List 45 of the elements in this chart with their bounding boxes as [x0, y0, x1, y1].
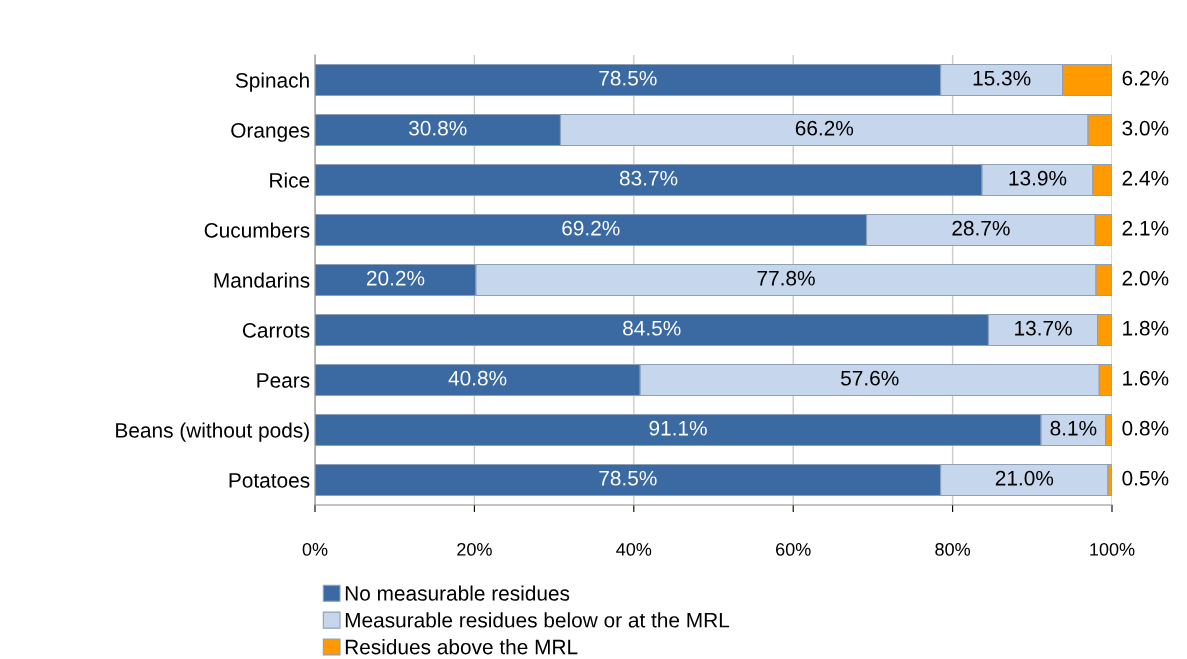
data-label: 8.1% [1050, 420, 1097, 436]
data-label: 2.0% [1122, 270, 1169, 286]
data-label: 66.2% [795, 120, 854, 136]
y-tick-label: Carrots [242, 323, 310, 338]
x-tick-label: 80% [935, 542, 971, 556]
legend-label: Measurable residues below or at the MRL [345, 612, 730, 628]
data-label: 15.3% [973, 70, 1031, 86]
data-label: 3.0% [1122, 120, 1169, 136]
data-label: 69.2% [562, 220, 620, 236]
data-label: 91.1% [649, 420, 707, 436]
y-tick-label: Cucumbers [204, 222, 310, 238]
y-tick-label: Potatoes [229, 473, 310, 488]
data-label: 78.5% [599, 70, 657, 86]
y-tick-label: Beans (without pods) [116, 422, 309, 442]
x-tick-label: 20% [457, 542, 492, 556]
y-tick-label: Oranges [231, 123, 310, 142]
data-label: 78.5% [599, 470, 657, 486]
x-tick-label: 0% [302, 542, 328, 556]
legend-label: No measurable residues [345, 585, 570, 601]
data-label: 20.2% [367, 270, 425, 286]
y-tick-label: Pears [257, 373, 310, 388]
data-label: 28.7% [952, 220, 1010, 236]
data-label: 13.7% [1015, 320, 1072, 336]
x-tick-label: 40% [616, 542, 652, 556]
data-label: 2.4% [1122, 170, 1169, 186]
data-label: 77.8% [757, 270, 815, 286]
data-label: 1.8% [1123, 320, 1169, 336]
data-label: 2.1% [1122, 220, 1169, 236]
y-tick-label: Mandarins [214, 272, 310, 288]
y-tick-label: Rice [270, 172, 310, 188]
data-label: 0.5% [1122, 470, 1169, 486]
data-label: 21.0% [995, 470, 1054, 486]
data-label: 30.8% [409, 120, 467, 136]
x-tick-label: 100% [1090, 542, 1135, 556]
data-label: 13.9% [1009, 170, 1067, 186]
data-label: 1.6% [1123, 370, 1169, 386]
y-tick-label: Spinach [235, 72, 309, 92]
data-label: 6.2% [1122, 70, 1169, 86]
data-label: 0.8% [1122, 420, 1169, 436]
legend-label: Residues above the MRL [345, 639, 578, 655]
data-label: 40.8% [448, 370, 507, 386]
data-label: 83.7% [619, 170, 678, 186]
data-label: 57.6% [841, 370, 899, 386]
data-label: 84.5% [623, 320, 681, 336]
x-tick-label: 60% [776, 542, 811, 556]
